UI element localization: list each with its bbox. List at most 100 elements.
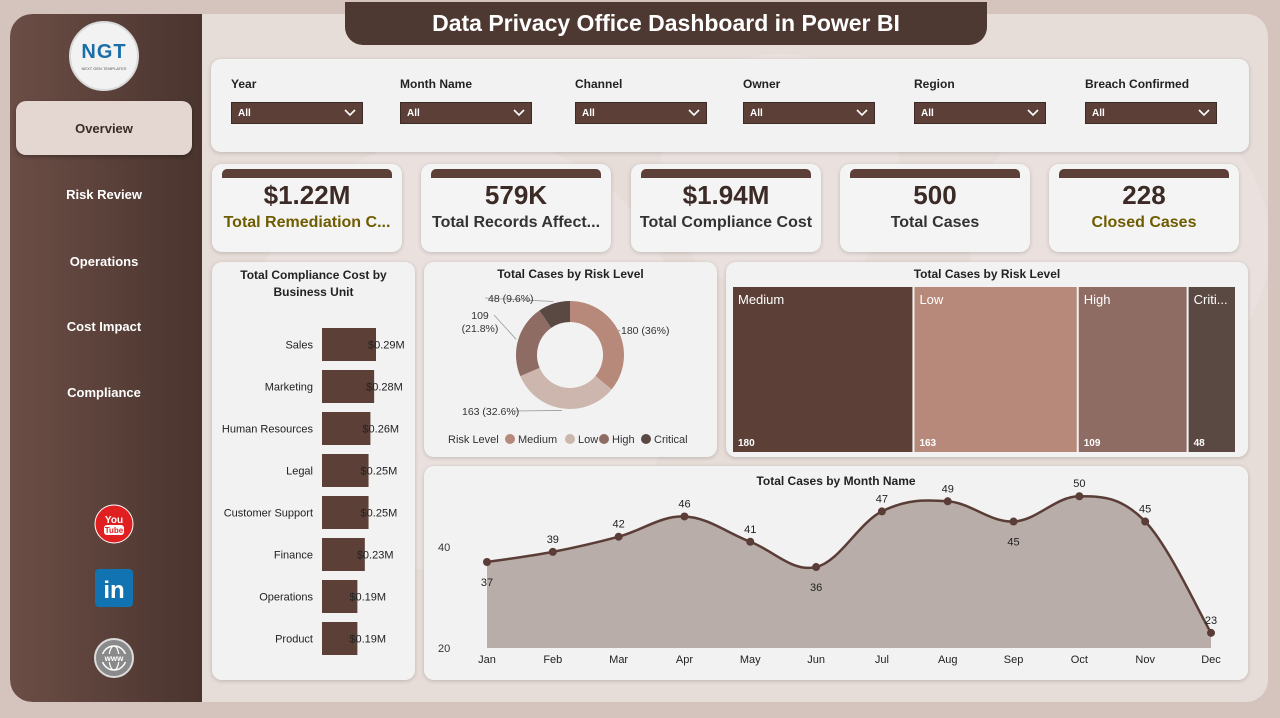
bar-data-label: $0.29M bbox=[368, 340, 405, 352]
chevron-down-icon bbox=[856, 109, 868, 117]
filter-label: Channel bbox=[575, 77, 623, 91]
filter-region-dropdown[interactable]: All bbox=[914, 102, 1046, 124]
bar-category-label: Sales bbox=[285, 340, 313, 352]
area-data-label: 45 bbox=[1007, 537, 1019, 549]
cases-by-month-panel: Total Cases by Month Name 40 20 37 Jan 39 Feb… bbox=[424, 466, 1248, 680]
x-tick-label: Jan bbox=[478, 654, 496, 666]
area-data-point[interactable] bbox=[614, 532, 623, 541]
compliance-by-bu-chart: Sales $0.29M Marketing $0.28M Human Resource… bbox=[222, 328, 405, 655]
chart-title: Total Compliance Cost by Business Unit bbox=[240, 268, 387, 299]
bar-data-label: $0.26M bbox=[362, 424, 399, 436]
kpi-label: Total Compliance Cost bbox=[639, 214, 813, 231]
bar-data-label: $0.23M bbox=[357, 550, 394, 562]
treemap-category-label: Low bbox=[919, 292, 943, 307]
website-button[interactable]: www bbox=[94, 638, 134, 678]
bar-mark[interactable] bbox=[322, 454, 369, 487]
treemap-tile[interactable] bbox=[1078, 287, 1187, 452]
donut-leader-line bbox=[493, 314, 517, 340]
filter-bar: Year All Month Name All Channel All Owne… bbox=[211, 59, 1249, 152]
legend-label[interactable]: High bbox=[612, 434, 635, 446]
donut-slice[interactable] bbox=[520, 367, 612, 409]
cases-by-month-chart: 40 20 37 Jan 39 Feb 42 Mar 46 Apr 41 May 36 Jun 47 Jul 4… bbox=[438, 478, 1221, 666]
treemap-tile[interactable] bbox=[1188, 287, 1235, 452]
chart-title: Total Cases by Month Name bbox=[756, 474, 916, 488]
youtube-icon-text-you: You bbox=[105, 515, 123, 526]
filter-year-dropdown[interactable]: All bbox=[231, 102, 363, 124]
area-data-point[interactable] bbox=[548, 547, 557, 556]
bar-category-label: Human Resources bbox=[222, 424, 314, 436]
nav-item-cost-impact[interactable]: Cost Impact bbox=[16, 299, 192, 353]
x-tick-label: Feb bbox=[543, 654, 562, 666]
x-tick-label: Sep bbox=[1004, 654, 1024, 666]
filter-channel-dropdown[interactable]: All bbox=[575, 102, 707, 124]
logo-subtext: NEXT GEN TEMPLATES bbox=[81, 66, 127, 71]
area-data-point[interactable] bbox=[1075, 492, 1084, 501]
nav-item-label: Cost Impact bbox=[66, 318, 142, 334]
donut-leader-line bbox=[513, 410, 562, 412]
area-data-label: 46 bbox=[678, 498, 690, 510]
area-data-point[interactable] bbox=[877, 507, 886, 516]
bar-mark[interactable] bbox=[322, 496, 369, 529]
nav-item-overview[interactable]: Overview bbox=[16, 101, 192, 155]
donut-slice[interactable] bbox=[539, 301, 570, 328]
treemap-tile[interactable] bbox=[733, 287, 913, 452]
legend-label[interactable]: Critical bbox=[654, 434, 688, 446]
donut-data-label: 163 (32.6%) bbox=[462, 406, 519, 418]
chevron-down-icon bbox=[513, 109, 525, 117]
linkedin-button[interactable]: in bbox=[94, 568, 134, 608]
nav-item-operations[interactable]: Operations bbox=[16, 234, 192, 288]
legend-label[interactable]: Medium bbox=[518, 434, 557, 446]
youtube-button[interactable]: You Tube bbox=[94, 504, 134, 544]
chart-title: Total Cases by Risk Level bbox=[497, 267, 644, 281]
donut-slice[interactable] bbox=[516, 310, 552, 377]
kpi-value: 500 bbox=[913, 180, 957, 210]
area-data-point[interactable] bbox=[680, 512, 689, 521]
area-data-point[interactable] bbox=[746, 537, 755, 546]
nav-item-compliance[interactable]: Compliance bbox=[16, 365, 192, 419]
donut-slice[interactable] bbox=[570, 301, 624, 390]
bar-mark[interactable] bbox=[322, 580, 358, 613]
area-data-point[interactable] bbox=[812, 563, 821, 572]
area-data-point[interactable] bbox=[1207, 628, 1215, 637]
area-data-point[interactable] bbox=[1141, 517, 1150, 526]
area-data-label: 42 bbox=[613, 519, 625, 531]
area-data-label: 50 bbox=[1073, 478, 1085, 490]
area-data-point[interactable] bbox=[943, 497, 952, 506]
kpi-card-remediation-cost: $1.22M Total Remediation C... bbox=[212, 164, 402, 252]
nav-item-label: Overview bbox=[75, 120, 133, 136]
x-tick-label: Jul bbox=[875, 654, 889, 666]
bar-mark[interactable] bbox=[322, 412, 371, 445]
bar-mark[interactable] bbox=[322, 370, 375, 403]
x-tick-label: Nov bbox=[1135, 654, 1155, 666]
donut-leader-line bbox=[484, 297, 554, 302]
bar-mark[interactable] bbox=[322, 328, 376, 361]
treemap-value-label: 48 bbox=[1194, 438, 1206, 449]
filter-breach-confirmed-dropdown[interactable]: All bbox=[1085, 102, 1217, 124]
bar-mark[interactable] bbox=[322, 538, 365, 571]
filter-region: Region All bbox=[914, 77, 1046, 124]
compliance-by-bu-panel: Total Compliance Cost by Business Unit S… bbox=[212, 262, 415, 680]
treemap-tile[interactable] bbox=[914, 287, 1077, 452]
area-data-point[interactable] bbox=[483, 558, 491, 566]
filter-label: Region bbox=[914, 77, 955, 91]
bar-category-label: Product bbox=[275, 634, 313, 646]
legend-title: Risk Level bbox=[448, 434, 499, 446]
bar-mark[interactable] bbox=[322, 622, 358, 655]
risk-donut-chart: 180 (36%) 163 (32.6%) 109(21.8%) 48 (9.6%) R… bbox=[448, 293, 688, 446]
filter-month-name-dropdown[interactable]: All bbox=[400, 102, 532, 124]
chevron-down-icon bbox=[688, 109, 700, 117]
kpi-card-compliance-cost: $1.94M Total Compliance Cost bbox=[631, 164, 821, 252]
area-data-point[interactable] bbox=[1009, 517, 1018, 526]
area-data-label: 45 bbox=[1139, 504, 1151, 516]
filter-label: Owner bbox=[743, 77, 781, 91]
area-data-label: 36 bbox=[810, 582, 822, 594]
nav-item-risk-review[interactable]: Risk Review bbox=[16, 167, 192, 221]
bar-data-label: $0.19M bbox=[349, 592, 386, 604]
donut-data-label: 180 (36%) bbox=[621, 325, 669, 337]
filter-owner-dropdown[interactable]: All bbox=[743, 102, 875, 124]
legend-label[interactable]: Low bbox=[578, 434, 598, 446]
bar-category-label: Customer Support bbox=[224, 508, 313, 520]
bar-category-label: Operations bbox=[259, 592, 313, 604]
x-tick-label: Apr bbox=[676, 654, 693, 666]
logo-text: NGT bbox=[81, 41, 127, 63]
